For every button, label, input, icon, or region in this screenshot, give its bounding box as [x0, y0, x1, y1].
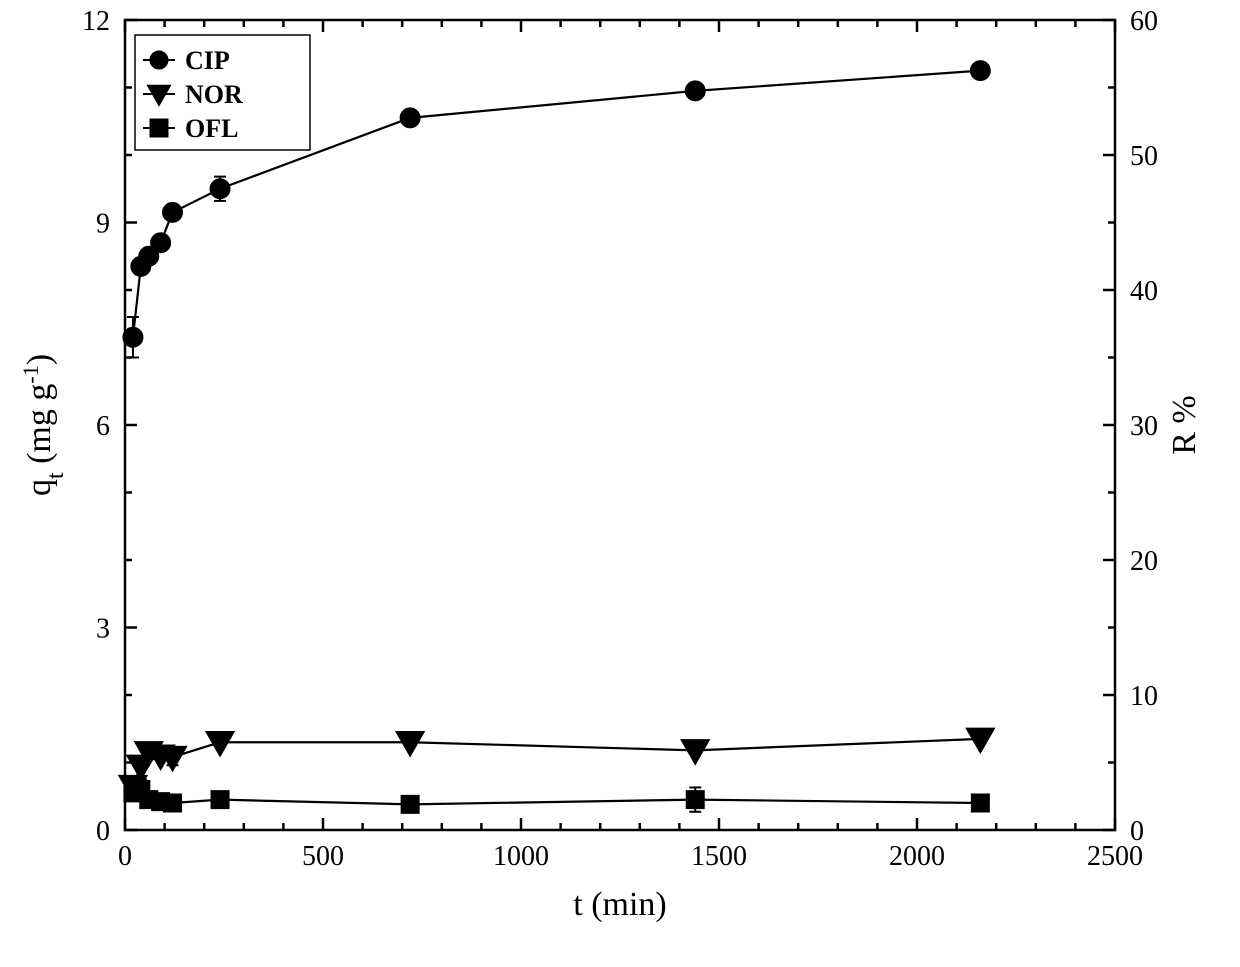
series-nor: [119, 728, 995, 800]
svg-text:40: 40: [1130, 276, 1158, 307]
svg-text:1000: 1000: [493, 841, 549, 872]
svg-text:1500: 1500: [691, 841, 747, 872]
chart-container: { "chart": { "type": "line-scatter-dual-…: [0, 0, 1240, 967]
svg-text:10: 10: [1130, 681, 1158, 712]
y-right-axis-title: R %: [1166, 395, 1203, 455]
x-axis-title: t (min): [573, 886, 666, 923]
svg-text:9: 9: [96, 209, 110, 240]
svg-text:0: 0: [96, 816, 110, 847]
dual-axis-kinetics-chart: 05001000150020002500t (min)036912qt (mg …: [0, 0, 1240, 967]
svg-text:0: 0: [118, 841, 132, 872]
svg-text:500: 500: [302, 841, 344, 872]
legend-label-nor: NOR: [185, 80, 243, 109]
svg-text:3: 3: [96, 614, 110, 645]
legend: CIP NOR OFL: [135, 35, 310, 150]
svg-text:2000: 2000: [889, 841, 945, 872]
svg-text:20: 20: [1130, 546, 1158, 577]
svg-text:30: 30: [1130, 411, 1158, 442]
svg-text:12: 12: [82, 6, 110, 37]
series-ofl: [124, 779, 989, 813]
legend-label-cip: CIP: [185, 46, 230, 75]
svg-text:6: 6: [96, 411, 110, 442]
svg-text:0: 0: [1130, 816, 1144, 847]
svg-text:50: 50: [1130, 141, 1158, 172]
svg-text:60: 60: [1130, 6, 1158, 37]
legend-label-ofl: OFL: [185, 114, 238, 143]
y-left-axis-title: qt (mg g-1): [18, 354, 70, 496]
